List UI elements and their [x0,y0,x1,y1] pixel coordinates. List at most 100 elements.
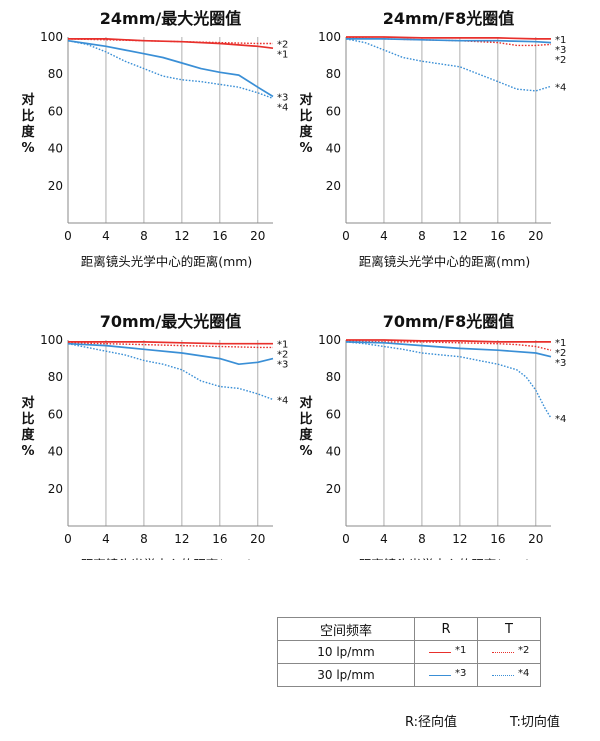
y-axis-label: 对比度% [21,92,35,156]
series-end-label: *4 [277,396,288,407]
y-tick-label: 20 [48,482,63,496]
legend-header-t: T [477,617,541,641]
x-tick-label: 4 [380,532,388,546]
series-end-label: *1 [555,35,566,46]
y-tick-label: 60 [326,407,341,421]
x-tick-label: 8 [418,229,426,243]
x-tick-label: 12 [452,532,467,546]
series-line-3 [346,38,552,44]
x-tick-label: 4 [380,229,388,243]
legend-header-r: R [414,617,478,641]
series-line-2 [67,38,273,45]
y-tick-label: 20 [48,179,63,193]
y-tick-label: 80 [326,67,341,81]
x-tick-label: 12 [174,229,189,243]
y-tick-label: 40 [326,445,341,459]
series-end-label: *4 [277,103,288,114]
y-tick-label: 80 [48,67,63,81]
y-tick-label: 60 [48,104,63,118]
series-end-label: *3 [277,93,288,104]
chart-title: 24mm/F8光圈值 [383,9,515,28]
series-line-1 [346,36,551,40]
chart-panel-4: 70mm/F8光圈值 0 4 8 12 16 20 20 40 60 80 100 距离镜头光学中心的距… [299,312,566,560]
y-tick-label: 20 [326,179,341,193]
series-line-4 [345,341,552,419]
series-end-label: *4 [555,414,566,425]
series-end-label: *3 [555,45,566,56]
y-tick-label: 60 [326,104,341,118]
legend-row-30: 30 lp/mm *3 *4 [277,663,541,687]
series-line-3 [67,342,274,366]
series-end-label: *1 [555,338,566,349]
series-end-label: *3 [555,358,566,369]
x-axis-label: 距离镜头光学中心的距离(mm) [359,557,531,560]
chart-title: 70mm/F8光圈值 [383,312,515,331]
x-axis-label: 距离镜头光学中心的距离(mm) [359,254,531,269]
x-tick-label: 20 [528,532,543,546]
x-tick-label: 0 [64,229,72,243]
y-axis-label: 对比度% [21,395,35,459]
series-end-label: *2 [555,55,566,66]
y-tick-label: 100 [318,333,341,347]
series-end-label: *4 [555,82,566,93]
legend-table: 空间频率 R T 10 lp/mm *1 *2 30 lp/mm *3 *4 [277,617,541,687]
x-tick-label: 0 [64,532,72,546]
series-line-2 [345,340,552,351]
x-axis-label: 距离镜头光学中心的距离(mm) [81,557,253,560]
y-tick-label: 80 [48,370,63,384]
legend-mark-4: *4 [518,668,530,679]
series-line-2 [67,342,273,349]
series-line-4 [67,40,274,100]
x-tick-label: 12 [174,532,189,546]
legend-row-10: 10 lp/mm *1 *2 [277,640,541,664]
y-tick-label: 40 [48,142,63,156]
series-line-4 [67,343,274,401]
series-line-3 [67,39,274,98]
chart-panel-1: 24mm/最大光圈值 0 4 8 12 16 20 20 40 60 80 100 距离镜头光学中心的距… [21,9,288,269]
x-tick-label: 20 [250,532,265,546]
chart-panel-3: 70mm/最大光圈值 0 4 8 12 16 20 20 40 60 80 100 距离镜头光学中心的距… [21,312,288,560]
legend-header-freq: 空间频率 [277,617,415,641]
legend-line-t-30lp [492,675,514,676]
series-line-3 [345,341,552,358]
legend-line-t-10lp [492,652,514,653]
legend-row-10-label: 10 lp/mm [277,640,415,664]
x-tick-label: 8 [140,229,148,243]
y-tick-label: 40 [48,445,63,459]
y-tick-label: 100 [40,333,63,347]
series-end-label: *2 [555,348,566,359]
y-tick-label: 80 [326,370,341,384]
legend-row-30-r-cell: *3 [414,663,478,687]
x-tick-label: 12 [452,229,467,243]
x-tick-label: 20 [250,229,265,243]
series-line-1 [346,339,551,343]
note-tangential: T:切向值 [510,715,560,730]
x-tick-label: 16 [490,532,505,546]
y-axis-label: 对比度% [299,92,313,156]
x-tick-label: 16 [490,229,505,243]
legend-row-30-label: 30 lp/mm [277,663,415,687]
x-tick-label: 16 [212,229,227,243]
series-line-2 [345,37,552,47]
x-tick-label: 16 [212,532,227,546]
x-axis-label: 距离镜头光学中心的距离(mm) [81,254,253,269]
series-line-1 [68,341,273,345]
series-line-4 [345,38,552,92]
y-tick-label: 100 [318,30,341,44]
legend-row-30-t-cell: *4 [477,663,541,687]
x-tick-label: 20 [528,229,543,243]
series-end-label: *1 [277,50,288,61]
note-radial: R:径向值 [405,715,458,730]
legend-mark-2: *2 [518,645,530,656]
chart-title: 24mm/最大光圈值 [100,9,241,28]
chart-panel-2: 24mm/F8光圈值 0 4 8 12 16 20 20 40 60 80 100 距离镜头光学中心的距… [299,9,566,269]
legend-mark-3: *3 [455,668,467,679]
y-tick-label: 100 [40,30,63,44]
legend-line-r-10lp [429,652,451,653]
mtf-charts: 24mm/最大光圈值 0 4 8 12 16 20 20 40 60 80 100 距离镜头光学中心的距… [21,9,566,560]
chart-title: 70mm/最大光圈值 [100,312,241,331]
y-tick-label: 60 [48,407,63,421]
series-end-label: *3 [277,360,288,371]
y-axis-label: 对比度% [299,395,313,459]
